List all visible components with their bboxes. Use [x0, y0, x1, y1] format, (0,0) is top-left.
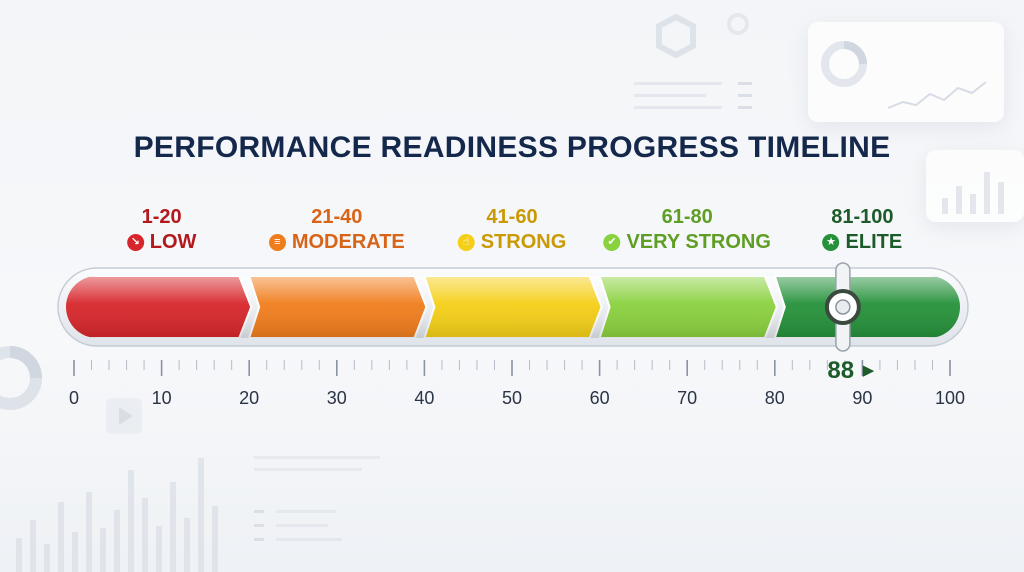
background-pie-icon	[0, 346, 42, 410]
segment-name-text: MODERATE	[291, 231, 405, 253]
segment-name: ★ ELITE	[822, 229, 903, 255]
axis-tick-label: 20	[239, 388, 260, 408]
axis-tick-label: 70	[677, 388, 698, 408]
background-dashboard-card	[808, 22, 1004, 122]
marker-value-text: 88	[827, 357, 855, 384]
segment-label-strong: 41-60 ☝ STRONG	[457, 205, 567, 255]
segment-range: 1-20	[141, 206, 182, 228]
segment-label-very-strong: 61-80 ✔ VERY STRONG	[603, 205, 771, 255]
segment-name-text: VERY STRONG	[626, 231, 771, 253]
axis-tick-label: 60	[589, 388, 610, 408]
background-line-sparkline-icon	[888, 81, 987, 109]
background-hexagon-icon	[656, 14, 696, 58]
axis-tick-label: 30	[326, 388, 347, 408]
background-text-lines-icon	[634, 82, 752, 109]
segment-range: 81-100	[831, 206, 894, 228]
axis-tick-label: 100	[934, 388, 966, 408]
axis-tick-label: 10	[151, 388, 172, 408]
segment-name: ☝ STRONG	[457, 229, 567, 255]
background-histogram-icon	[16, 458, 218, 572]
track-gloss	[66, 276, 960, 338]
background-donut-icon	[821, 41, 867, 87]
check-icon: ✔	[603, 233, 621, 251]
trend-down-icon: ↘	[126, 233, 144, 251]
segment-label-moderate: 21-40 ≡ MODERATE	[268, 205, 405, 255]
background-play-icon	[106, 398, 142, 434]
segment-name: ✔ VERY STRONG	[603, 229, 771, 255]
axis-tick-label: 50	[501, 388, 523, 408]
axis-tick-label: 90	[852, 388, 873, 408]
segment-name-text: STRONG	[480, 231, 567, 253]
segment-range: 61-80	[661, 206, 713, 228]
segment-name: ↘ LOW	[126, 229, 197, 255]
background-list-lines-icon	[254, 456, 380, 541]
segment-range: 21-40	[311, 206, 363, 228]
axis-tick-label: 80	[764, 388, 785, 408]
axis-tick-label: 0	[68, 388, 80, 408]
segment-name-text: LOW	[149, 231, 197, 253]
trophy-icon: ★	[822, 233, 840, 251]
thumbs-up-icon: ☝	[457, 233, 475, 251]
segment-label-elite: 81-100 ★ ELITE	[822, 205, 903, 255]
play-arrow-icon: ▶	[862, 362, 875, 379]
segment-range: 41-60	[486, 206, 538, 228]
marker-knob-center	[835, 299, 851, 315]
segment-label-low: 1-20 ↘ LOW	[126, 205, 197, 255]
segment-name-text: ELITE	[845, 231, 903, 253]
chart-title: PERFORMANCE READINESS PROGRESS TIMELINE	[133, 131, 891, 164]
background-circle-icon	[727, 13, 749, 35]
background-bar-chart-icon	[942, 172, 1004, 214]
segment-name: ≡ MODERATE	[268, 229, 405, 255]
axis-tick-label: 40	[414, 388, 435, 408]
marker-value-label: 88 ▶	[827, 357, 874, 385]
bar-chart-icon: ≡	[268, 233, 286, 251]
